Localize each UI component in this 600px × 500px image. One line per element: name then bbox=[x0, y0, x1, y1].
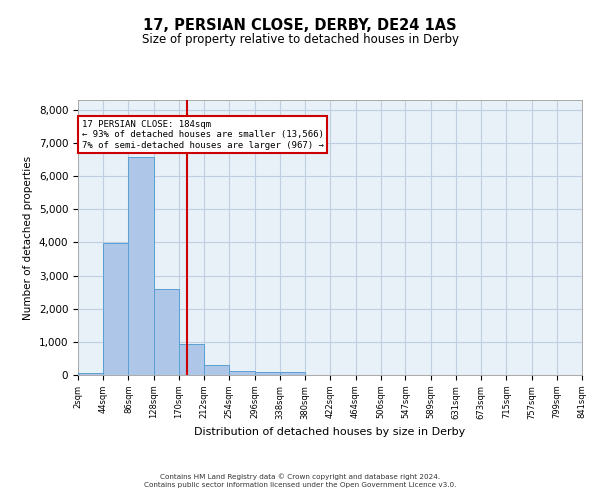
Bar bbox=[154, 289, 179, 375]
Bar bbox=[280, 372, 305, 375]
Bar bbox=[179, 344, 204, 375]
Bar bbox=[204, 364, 229, 375]
Text: 17, PERSIAN CLOSE, DERBY, DE24 1AS: 17, PERSIAN CLOSE, DERBY, DE24 1AS bbox=[143, 18, 457, 32]
Text: Size of property relative to detached houses in Derby: Size of property relative to detached ho… bbox=[142, 32, 458, 46]
Text: Contains HM Land Registry data © Crown copyright and database right 2024.
Contai: Contains HM Land Registry data © Crown c… bbox=[144, 474, 456, 488]
Bar bbox=[78, 372, 103, 375]
Bar bbox=[128, 156, 154, 375]
X-axis label: Distribution of detached houses by size in Derby: Distribution of detached houses by size … bbox=[194, 427, 466, 437]
Bar bbox=[254, 372, 280, 375]
Y-axis label: Number of detached properties: Number of detached properties bbox=[23, 156, 33, 320]
Bar bbox=[103, 243, 128, 375]
Bar bbox=[229, 371, 254, 375]
Text: 17 PERSIAN CLOSE: 184sqm
← 93% of detached houses are smaller (13,566)
7% of sem: 17 PERSIAN CLOSE: 184sqm ← 93% of detach… bbox=[82, 120, 323, 150]
